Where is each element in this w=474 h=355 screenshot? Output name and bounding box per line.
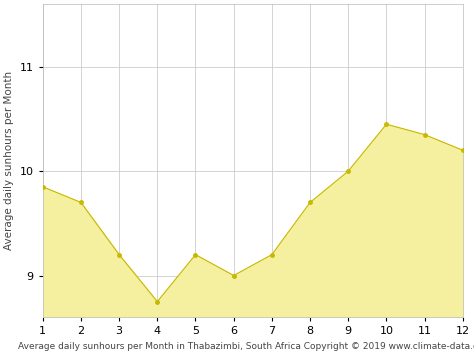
Y-axis label: Average daily sunhours per Month: Average daily sunhours per Month bbox=[4, 71, 14, 250]
X-axis label: Average daily sunhours per Month in Thabazimbi, South Africa Copyright © 2019 ww: Average daily sunhours per Month in Thab… bbox=[18, 342, 474, 351]
